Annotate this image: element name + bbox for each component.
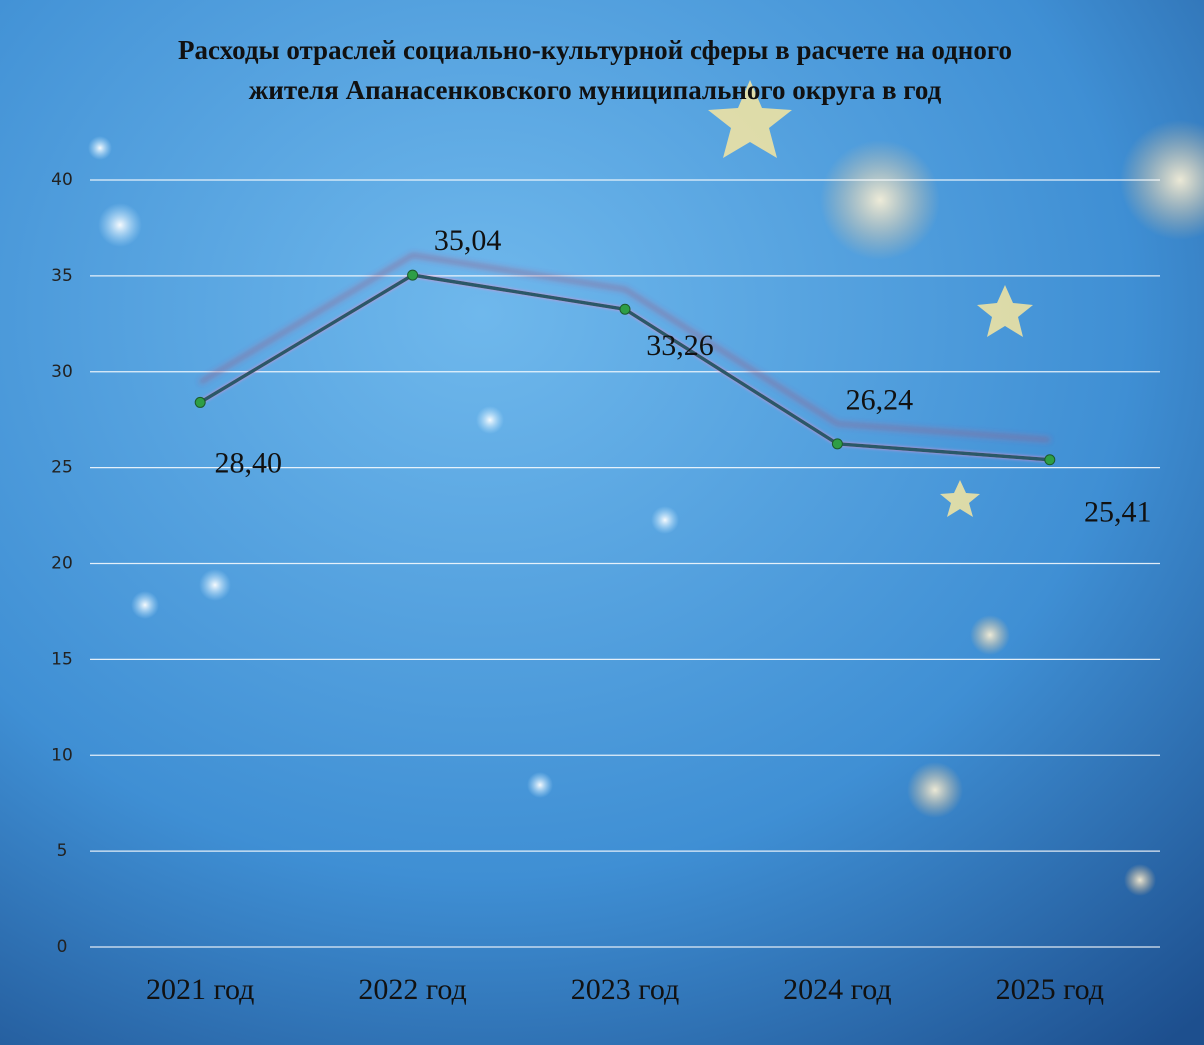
y-tick-label: 25: [51, 458, 73, 478]
y-tick-label: 0: [57, 937, 68, 957]
y-tick-label: 5: [57, 841, 68, 861]
y-tick-label: 35: [51, 266, 73, 286]
data-label: 33,26: [646, 329, 714, 362]
x-tick-label: 2025 год: [996, 973, 1104, 1006]
x-tick-label: 2021 год: [146, 973, 254, 1006]
data-label: 35,04: [434, 224, 502, 257]
y-tick-label: 30: [51, 362, 73, 382]
marker: [1045, 455, 1055, 465]
marker: [195, 397, 205, 407]
y-tick-label: 10: [51, 745, 73, 765]
page: 0 5 10 15 20 25 30 35 40 2021 год 2022 год 2023 год…: [0, 0, 1204, 1045]
y-tick-label: 20: [51, 554, 73, 574]
marker: [620, 304, 630, 314]
data-label: 26,24: [846, 384, 914, 417]
chart-title: Расходы отраслей социально-культурной сф…: [130, 30, 1060, 110]
y-tick-label: 40: [51, 170, 73, 190]
y-tick-label: 15: [51, 649, 73, 669]
x-tick-label: 2023 год: [571, 973, 679, 1006]
x-tick-label: 2024 год: [783, 973, 891, 1006]
data-label: 25,41: [1084, 496, 1152, 529]
marker: [408, 270, 418, 280]
data-label: 28,40: [214, 446, 282, 479]
chart: 0 5 10 15 20 25 30 35 40 2021 год 2022 год 2023 год…: [0, 0, 1204, 1045]
background: [0, 0, 1204, 1045]
marker: [832, 439, 842, 449]
x-tick-label: 2022 год: [358, 973, 466, 1006]
